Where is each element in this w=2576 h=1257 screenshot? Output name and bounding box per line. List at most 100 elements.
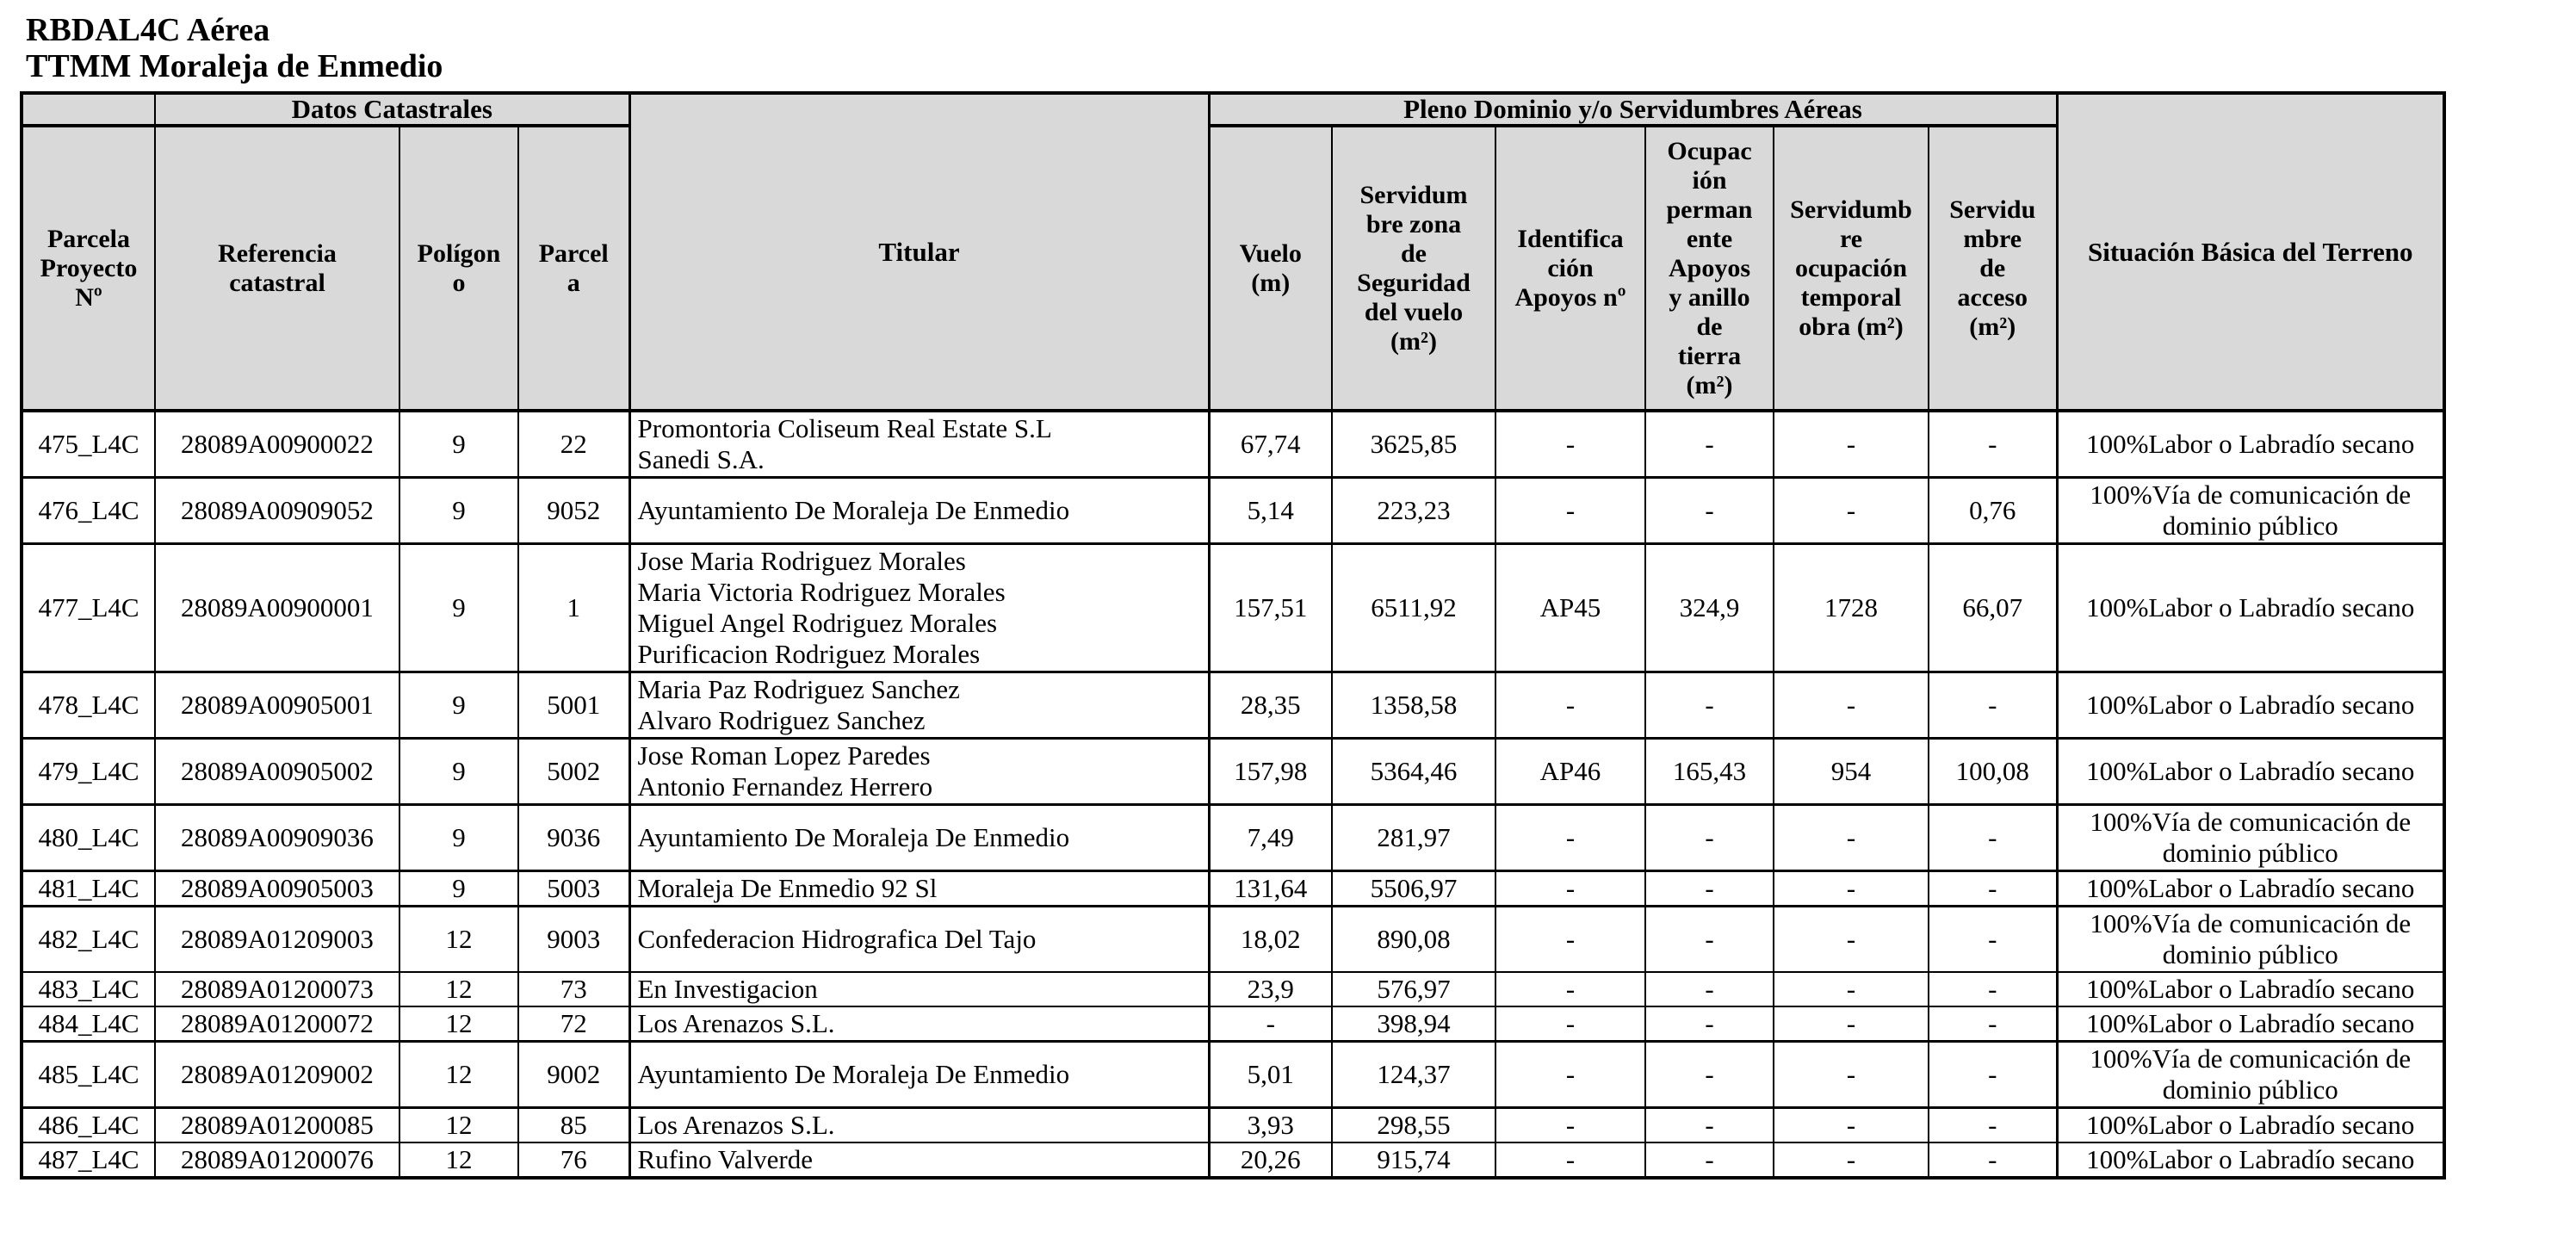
column-header-situacion: Situación Básica del Terreno <box>2055 92 2445 412</box>
cell-servidumbre-acceso: - <box>1928 1040 2058 1109</box>
cell-parcela: 22 <box>517 410 630 479</box>
cell-parcela: 76 <box>517 1142 630 1179</box>
cell-identificacion-apoyos: - <box>1495 905 1646 973</box>
cell-parcela-proyecto: 476_L4C <box>21 476 156 545</box>
cell-ocupacion-permanente: - <box>1644 971 1774 1007</box>
cell-referencia-catastral: 28089A01200073 <box>154 971 400 1007</box>
cell-vuelo: 7,49 <box>1207 803 1333 872</box>
table-row: 479_L4C 28089A00905002 9 5002 Jose Roman Lop… <box>21 737 2445 806</box>
cell-poligono: 9 <box>399 476 519 545</box>
cell-parcela-proyecto: 487_L4C <box>21 1142 156 1179</box>
cell-parcela-proyecto: 480_L4C <box>21 803 156 872</box>
cell-servidumbre-temporal: - <box>1773 410 1929 479</box>
cell-ocupacion-permanente: - <box>1644 410 1774 479</box>
table-row: 478_L4C 28089A00905001 9 5001 Maria Paz Rodr… <box>21 671 2445 740</box>
cell-parcela-proyecto: 484_L4C <box>21 1006 156 1043</box>
column-header-vuelo: Vuelo (m) <box>1207 125 1333 412</box>
cell-servidumbre-acceso: 66,07 <box>1928 542 2058 673</box>
table-row: 487_L4C 28089A01200076 12 76 Rufino Valverde… <box>21 1142 2445 1179</box>
cell-servidumbre-acceso: - <box>1928 803 2058 872</box>
column-header-ocupacion-permanente: Ocupac ión perman ente Apoyos y anillo d… <box>1644 125 1774 412</box>
cell-identificacion-apoyos: - <box>1495 410 1646 479</box>
cell-titular: Ayuntamiento De Moraleja De Enmedio <box>628 803 1210 872</box>
cell-vuelo: - <box>1207 1006 1333 1043</box>
cell-identificacion-apoyos: - <box>1495 1006 1646 1043</box>
table-row: 482_L4C 28089A01209003 12 9003 Confederacion… <box>21 905 2445 973</box>
cell-servidumbre-zona: 5506,97 <box>1331 870 1496 907</box>
cell-vuelo: 5,14 <box>1207 476 1333 545</box>
cell-identificacion-apoyos: AP45 <box>1495 542 1646 673</box>
cell-situacion: 100%Vía de comunicación de dominio públi… <box>2055 803 2445 872</box>
cell-identificacion-apoyos: - <box>1495 803 1646 872</box>
cell-servidumbre-zona: 1358,58 <box>1331 671 1496 740</box>
table-row: 476_L4C 28089A00909052 9 9052 Ayuntamiento D… <box>21 476 2445 545</box>
column-header-row: Parcela Proyecto Nº Referencia catastral… <box>21 125 2444 412</box>
cell-servidumbre-zona: 281,97 <box>1331 803 1496 872</box>
cell-parcela-proyecto: 479_L4C <box>21 737 156 806</box>
table-row: 486_L4C 28089A01200085 12 85 Los Arenazos S.… <box>21 1106 2445 1143</box>
cell-identificacion-apoyos: AP46 <box>1495 737 1646 806</box>
cell-titular: Los Arenazos S.L. <box>628 1106 1210 1143</box>
cell-servidumbre-temporal: - <box>1773 1040 1929 1109</box>
cell-parcela-proyecto: 485_L4C <box>21 1040 156 1109</box>
cell-servidumbre-temporal: - <box>1773 1142 1929 1179</box>
cell-parcela: 73 <box>517 971 630 1007</box>
cell-poligono: 9 <box>399 737 519 806</box>
cell-ocupacion-permanente: - <box>1644 803 1774 872</box>
table-body: 475_L4C 28089A00900022 9 22 Promontoria Coli… <box>21 410 2445 1179</box>
cell-poligono: 9 <box>399 803 519 872</box>
cell-servidumbre-temporal: - <box>1773 1106 1929 1143</box>
table-row: 480_L4C 28089A00909036 9 9036 Ayuntamiento D… <box>21 803 2445 872</box>
cell-situacion: 100%Labor o Labradío secano <box>2055 971 2445 1007</box>
cell-servidumbre-temporal: - <box>1773 1006 1929 1043</box>
cell-referencia-catastral: 28089A00905002 <box>154 737 400 806</box>
cell-servidumbre-zona: 5364,46 <box>1331 737 1496 806</box>
cell-situacion: 100%Labor o Labradío secano <box>2055 1142 2445 1179</box>
cell-situacion: 100%Vía de comunicación de dominio públi… <box>2055 905 2445 973</box>
cell-referencia-catastral: 28089A01200072 <box>154 1006 400 1043</box>
cell-referencia-catastral: 28089A00905001 <box>154 671 400 740</box>
cell-titular: Jose Maria Rodriguez Morales Maria Victo… <box>628 542 1210 673</box>
cell-titular: Maria Paz Rodriguez Sanchez Alvaro Rodri… <box>628 671 1210 740</box>
column-header-parcela: Parcel a <box>517 125 630 412</box>
cell-titular: Moraleja De Enmedio 92 Sl <box>628 870 1210 907</box>
cell-servidumbre-temporal: 954 <box>1773 737 1929 806</box>
cell-vuelo: 3,93 <box>1207 1106 1333 1143</box>
cell-servidumbre-temporal: - <box>1773 870 1929 907</box>
cell-servidumbre-acceso: - <box>1928 1006 2058 1043</box>
cell-servidumbre-zona: 890,08 <box>1331 905 1496 973</box>
column-header-identificacion-apoyos: Identifica ción Apoyos nº <box>1495 125 1646 412</box>
cell-parcela: 5003 <box>517 870 630 907</box>
cell-titular: Ayuntamiento De Moraleja De Enmedio <box>628 476 1210 545</box>
cell-parcela-proyecto: 481_L4C <box>21 870 156 907</box>
title-line-1: RBDAL4C Aérea <box>26 12 270 48</box>
cell-titular: En Investigacion <box>628 971 1210 1007</box>
cell-poligono: 12 <box>399 1006 519 1043</box>
column-header-servidumbre-acceso: Servidu mbre de acceso (m²) <box>1928 125 2058 412</box>
cell-ocupacion-permanente: - <box>1644 671 1774 740</box>
cell-servidumbre-zona: 223,23 <box>1331 476 1496 545</box>
cell-servidumbre-temporal: 1728 <box>1773 542 1929 673</box>
cell-identificacion-apoyos: - <box>1495 1142 1646 1179</box>
column-header-referencia-catastral: Referencia catastral <box>154 125 400 412</box>
cell-situacion: 100%Labor o Labradío secano <box>2055 1006 2445 1043</box>
cell-servidumbre-zona: 398,94 <box>1331 1006 1496 1043</box>
table-row: 483_L4C 28089A01200073 12 73 En Investigacio… <box>21 971 2445 1007</box>
cell-situacion: 100%Labor o Labradío secano <box>2055 737 2445 806</box>
cell-servidumbre-acceso: 100,08 <box>1928 737 2058 806</box>
cell-identificacion-apoyos: - <box>1495 1040 1646 1109</box>
column-header-parcela-proyecto: Parcela Proyecto Nº <box>21 125 156 412</box>
cell-parcela-proyecto: 482_L4C <box>21 905 156 973</box>
cell-servidumbre-acceso: - <box>1928 870 2058 907</box>
cell-situacion: 100%Labor o Labradío secano <box>2055 1106 2445 1143</box>
cell-identificacion-apoyos: - <box>1495 870 1646 907</box>
cell-situacion: 100%Labor o Labradío secano <box>2055 542 2445 673</box>
cell-servidumbre-zona: 298,55 <box>1331 1106 1496 1143</box>
cell-parcela: 72 <box>517 1006 630 1043</box>
cell-identificacion-apoyos: - <box>1495 971 1646 1007</box>
cell-servidumbre-acceso: - <box>1928 671 2058 740</box>
cell-vuelo: 157,98 <box>1207 737 1333 806</box>
cell-servidumbre-acceso: - <box>1928 905 2058 973</box>
cell-referencia-catastral: 28089A00909052 <box>154 476 400 545</box>
cell-servidumbre-temporal: - <box>1773 905 1929 973</box>
